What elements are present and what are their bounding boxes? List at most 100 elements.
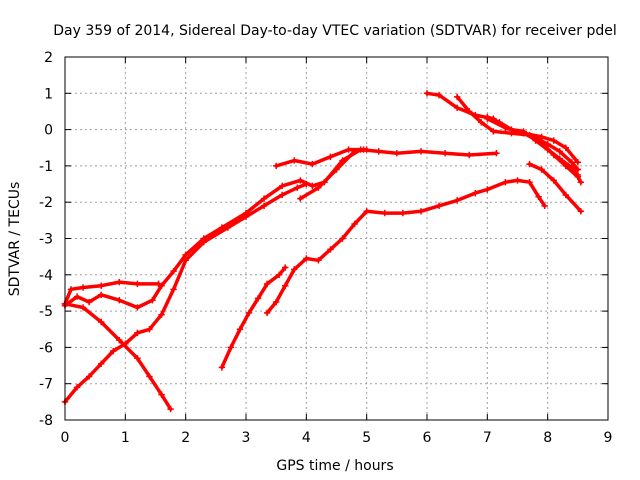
data-point: [275, 271, 283, 278]
data-point: [441, 149, 449, 157]
data-point: [435, 202, 443, 210]
data-point: [568, 164, 575, 171]
data-point: [574, 171, 582, 179]
data-point: [85, 298, 93, 306]
data-point: [200, 238, 207, 246]
data-point: [502, 179, 509, 186]
data-point: [381, 209, 388, 217]
data-point: [562, 144, 569, 151]
data-point: [146, 373, 153, 380]
data-point: [514, 177, 521, 184]
data-point: [526, 179, 533, 186]
data-point: [98, 282, 105, 289]
y-tick-label: -7: [39, 377, 53, 393]
data-point: [260, 195, 268, 202]
data-point: [158, 282, 165, 289]
y-tick-label: 0: [44, 123, 53, 139]
y-tick-label: -3: [39, 232, 53, 248]
data-point: [279, 191, 286, 199]
x-tick-label: 8: [543, 430, 552, 446]
data-point: [556, 148, 563, 155]
data-point: [453, 104, 461, 112]
data-point: [224, 224, 232, 231]
data-point: [520, 128, 527, 135]
y-tick-label: -1: [39, 159, 53, 175]
data-point: [478, 119, 485, 126]
data-point: [279, 182, 286, 190]
data-point: [526, 160, 533, 168]
data-point: [303, 180, 310, 188]
x-tick-label: 4: [302, 430, 311, 446]
data-point: [254, 295, 262, 302]
series-5: [218, 264, 289, 371]
data-point: [574, 166, 582, 173]
data-point: [417, 148, 425, 155]
x-tick-label: 3: [242, 430, 251, 446]
data-point: [327, 153, 334, 161]
axis-ticks: [64, 56, 609, 421]
series-12: [484, 113, 582, 179]
series-8: [272, 146, 367, 170]
x-tick-label: 7: [483, 430, 492, 446]
grid-lines: [65, 57, 608, 420]
data-point: [116, 278, 123, 286]
data-point: [272, 298, 280, 306]
data-point: [98, 291, 105, 298]
data-point: [182, 251, 189, 259]
y-tick-label: 1: [44, 86, 53, 102]
series-layer: [61, 90, 585, 413]
data-point: [291, 266, 298, 273]
series-line: [63, 182, 309, 404]
data-point: [73, 384, 81, 391]
data-point: [363, 208, 370, 215]
data-point: [333, 166, 340, 173]
data-point: [484, 113, 491, 121]
data-point: [309, 160, 316, 168]
data-point: [167, 405, 174, 413]
data-point: [490, 128, 497, 135]
data-point: [263, 280, 271, 288]
data-point: [577, 208, 585, 215]
data-point: [146, 326, 153, 333]
y-tick-label: -8: [39, 413, 53, 429]
data-point: [435, 91, 443, 99]
series-6: [263, 177, 548, 317]
data-point: [134, 355, 141, 362]
y-tick-label: 2: [44, 50, 53, 66]
x-tick-label: 1: [121, 430, 130, 446]
chart-title: Day 359 of 2014, Sidereal Day-to-day VTE…: [53, 23, 617, 39]
data-point: [134, 280, 141, 288]
data-point: [158, 311, 165, 318]
x-tick-label: 6: [423, 430, 432, 446]
data-point: [134, 304, 141, 311]
data-point: [73, 293, 81, 300]
x-tick-label: 2: [181, 430, 190, 446]
data-point: [110, 347, 117, 355]
data-point: [484, 186, 491, 193]
series-4: [61, 180, 310, 406]
data-point: [98, 360, 105, 367]
data-point: [218, 364, 226, 371]
x-axis-label: GPS time / hours: [276, 458, 393, 474]
data-point: [272, 162, 280, 170]
data-point: [245, 309, 253, 317]
data-point: [345, 146, 352, 153]
data-point: [453, 93, 461, 101]
data-point: [360, 146, 367, 153]
data-point: [263, 309, 271, 317]
data-point: [303, 255, 310, 262]
series-line: [63, 280, 161, 306]
data-point: [417, 208, 425, 215]
data-point: [532, 137, 539, 144]
series-line: [265, 178, 547, 315]
data-point: [182, 257, 189, 264]
data-point: [375, 148, 382, 155]
x-tick-labels: 0 1 2 3 4 5 6 7 8 9: [61, 430, 613, 446]
data-point: [170, 286, 177, 293]
data-point: [79, 284, 87, 291]
data-point: [260, 202, 268, 210]
data-point: [158, 391, 165, 398]
data-point: [315, 184, 322, 191]
data-point: [98, 318, 105, 326]
